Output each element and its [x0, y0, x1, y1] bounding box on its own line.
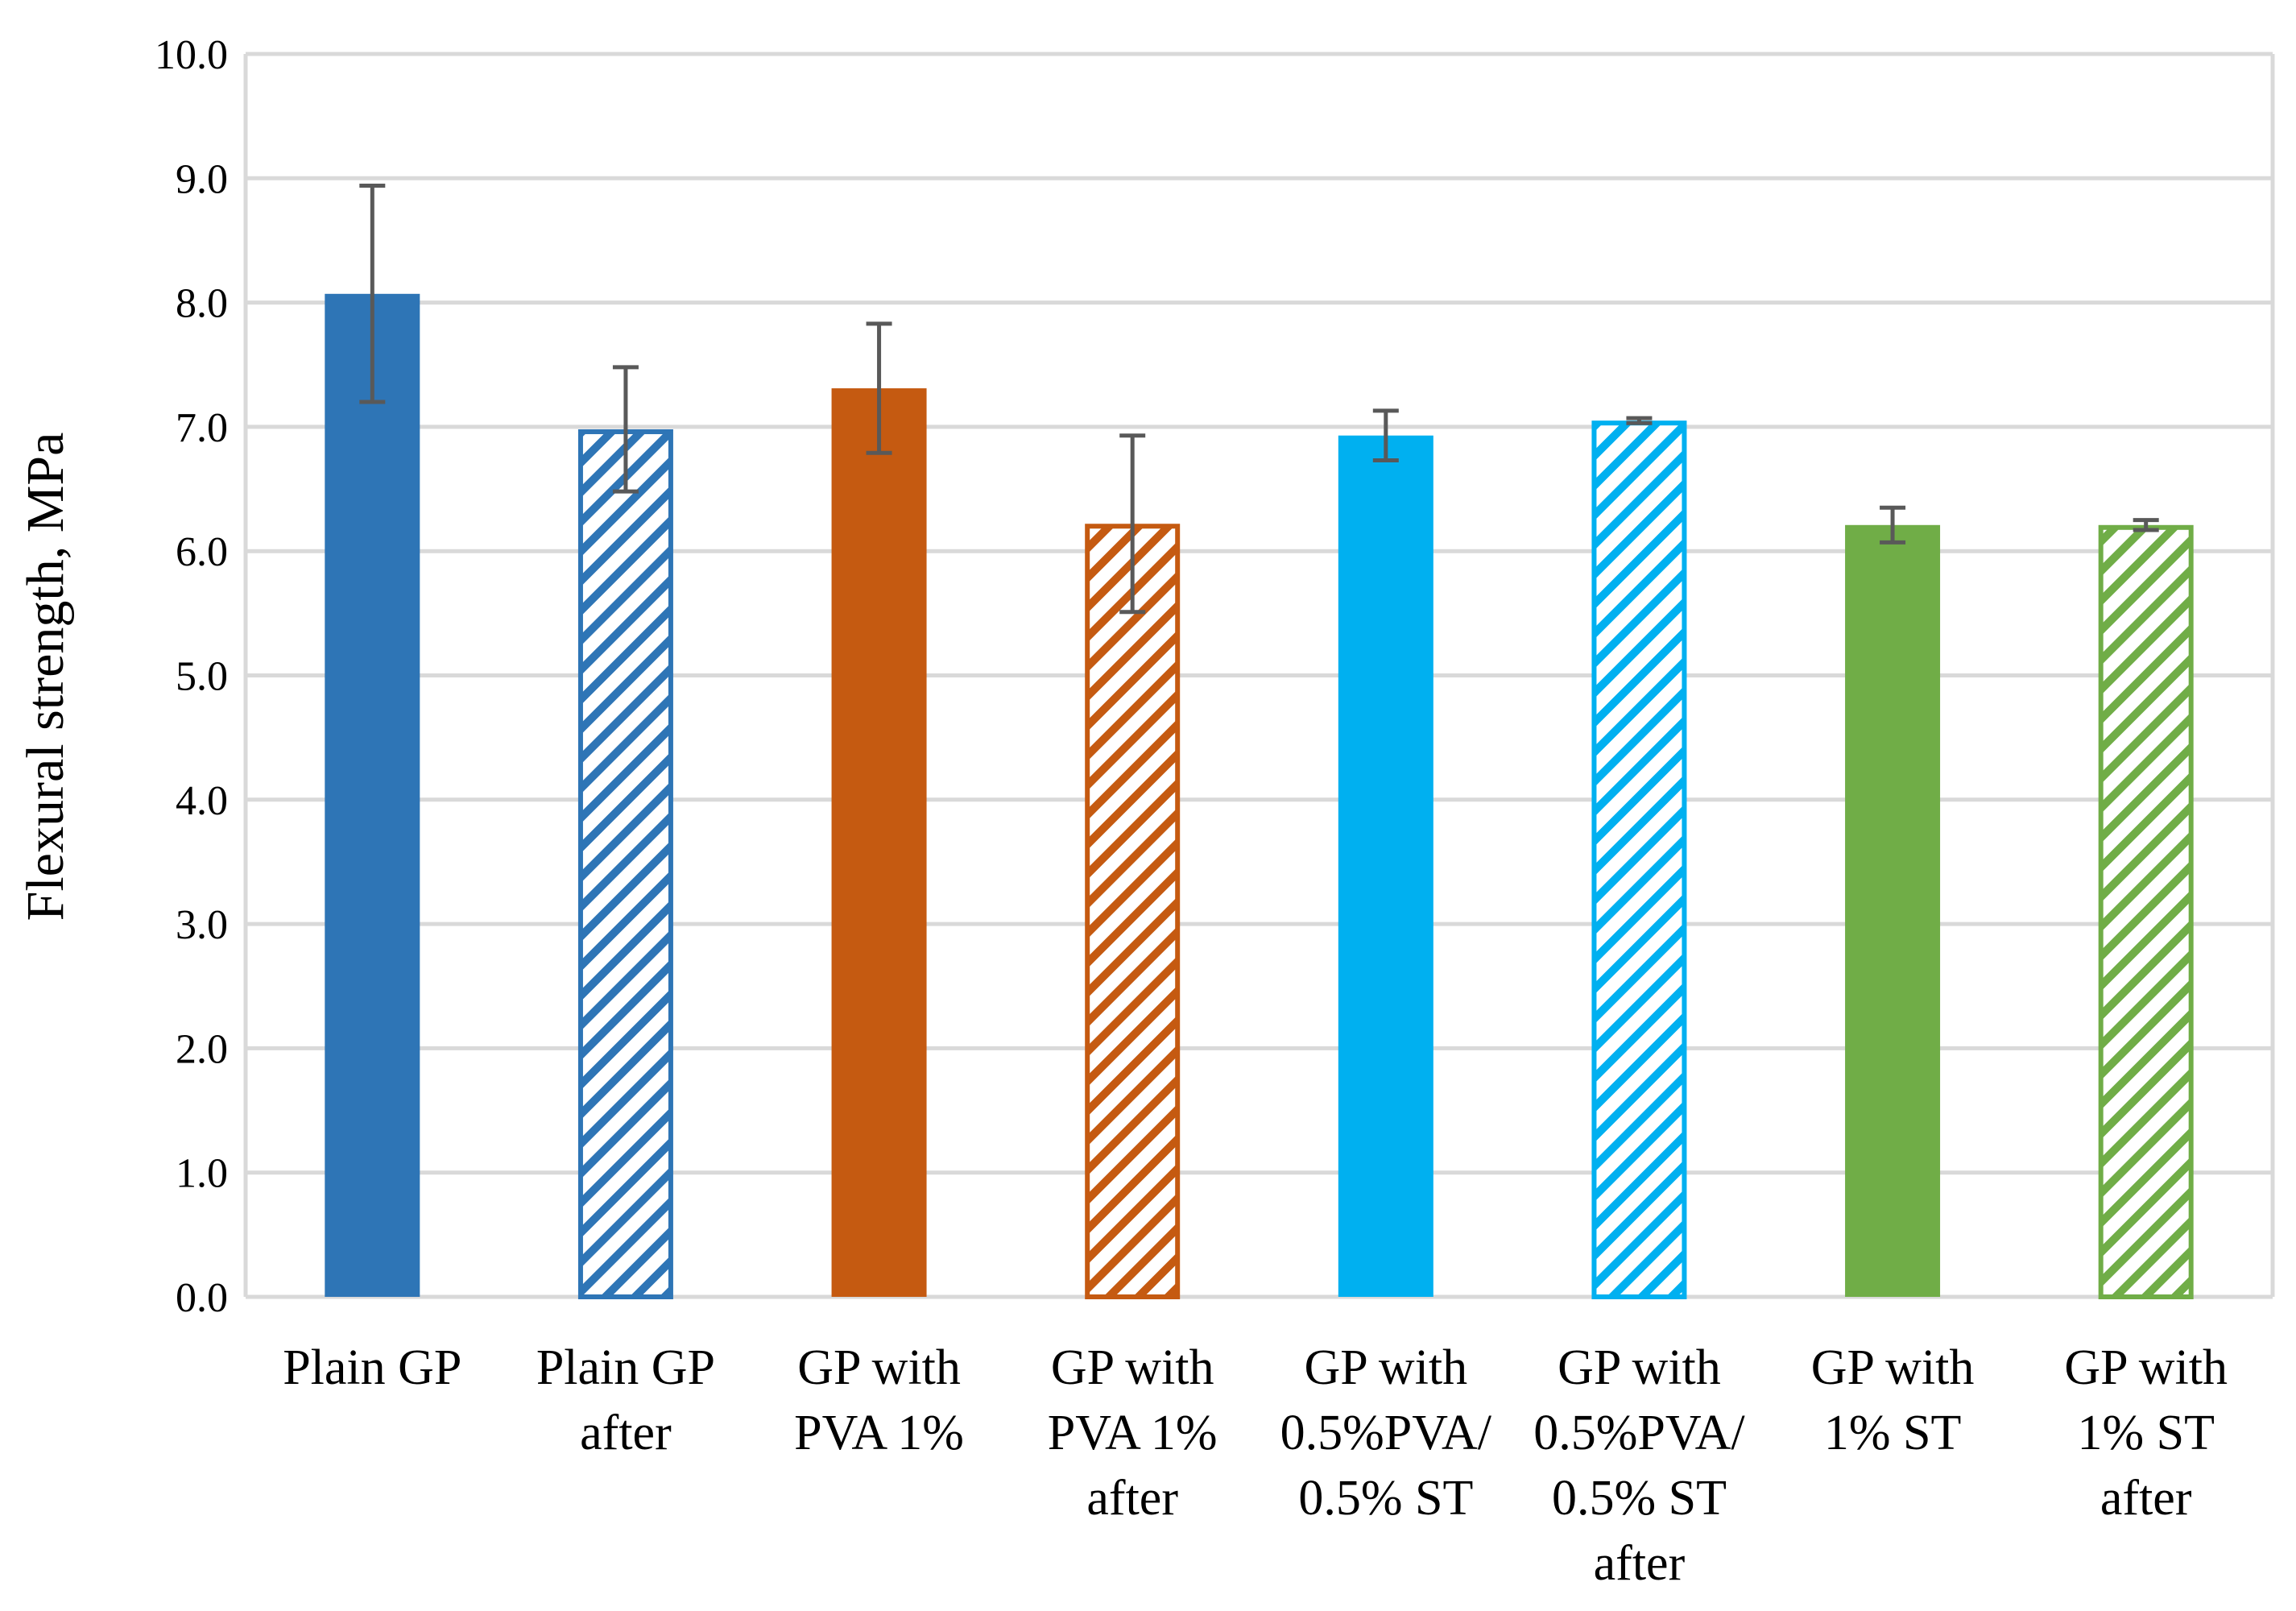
bar	[2098, 524, 2194, 1299]
error-bar	[1626, 416, 1653, 425]
x-category-label: GP with 1% ST	[1811, 1340, 1975, 1460]
error-bar	[612, 365, 639, 494]
y-tick-label: 6.0	[176, 529, 228, 575]
error-bar	[2133, 518, 2159, 532]
bar	[1845, 524, 1941, 1297]
error-bar	[1880, 505, 1906, 545]
x-category-label: GP with 0.5%PVA/0.5% ST after	[1533, 1340, 1745, 1591]
x-category-labels: Plain GP Plain GP after GP with PVA 1% GP wit…	[283, 1340, 2228, 1591]
gridlines	[243, 52, 2275, 1299]
x-category-label: Plain GP	[283, 1340, 461, 1395]
y-tick-label: 4.0	[176, 778, 228, 824]
error-bar	[359, 184, 386, 404]
y-axis-title: Flexural strength, MPa	[16, 433, 75, 921]
x-category-label: GP with 1% ST after	[2064, 1340, 2228, 1526]
bars	[325, 293, 2194, 1300]
y-tick-label: 0.0	[176, 1275, 228, 1321]
y-tick-labels: 0.0 1.0 2.0 3.0 4.0 5.0 6.0 7.0 8.0 9.0 10.0	[155, 32, 228, 1321]
y-tick-label: 8.0	[176, 281, 228, 327]
y-tick-label: 2.0	[176, 1026, 228, 1072]
bar	[831, 388, 927, 1297]
x-category-label: GP with PVA 1% after	[1048, 1340, 1218, 1526]
error-bar	[866, 321, 892, 455]
bar	[1338, 435, 1433, 1298]
bar	[1085, 524, 1181, 1299]
error-bar	[1119, 433, 1146, 615]
bar	[1591, 420, 1687, 1299]
x-category-label: GP with PVA 1%	[794, 1340, 964, 1460]
x-category-label: Plain GP after	[536, 1340, 715, 1460]
y-tick-label: 1.0	[176, 1151, 228, 1197]
y-tick-label: 3.0	[176, 902, 228, 948]
bar	[577, 429, 673, 1300]
y-tick-label: 7.0	[176, 405, 228, 451]
error-bar	[1372, 408, 1399, 463]
x-category-label: GP with 0.5%PVA/0.5% ST	[1280, 1340, 1492, 1526]
bar	[325, 293, 420, 1297]
y-tick-label: 9.0	[176, 156, 228, 202]
error-bars	[359, 184, 2159, 615]
y-tick-label: 10.0	[155, 32, 228, 78]
y-tick-label: 5.0	[176, 654, 228, 700]
